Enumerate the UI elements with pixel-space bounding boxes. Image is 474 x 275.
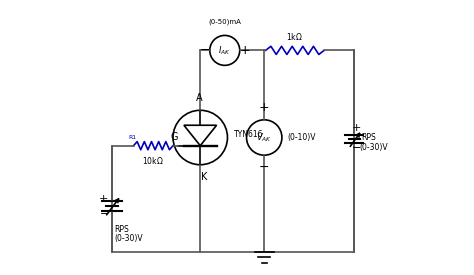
- Text: (0-30)V: (0-30)V: [115, 234, 143, 243]
- Text: (0-50)mA: (0-50)mA: [208, 18, 241, 24]
- Text: $I_{AK}$: $I_{AK}$: [219, 44, 231, 57]
- Text: +: +: [259, 101, 270, 114]
- Text: K: K: [201, 172, 208, 182]
- Text: −: −: [352, 143, 362, 153]
- Text: TYN616: TYN616: [234, 130, 264, 139]
- Text: −: −: [259, 161, 270, 174]
- Text: RPS: RPS: [115, 225, 129, 233]
- Text: −: −: [100, 209, 109, 219]
- Text: +: +: [239, 44, 250, 57]
- Text: A: A: [196, 94, 202, 103]
- Text: (0-10)V: (0-10)V: [287, 133, 316, 142]
- Text: RPS: RPS: [361, 133, 375, 142]
- Text: R1: R1: [128, 135, 136, 140]
- Text: (0-30)V: (0-30)V: [359, 143, 388, 152]
- Text: 1k$\Omega$: 1k$\Omega$: [286, 31, 303, 42]
- Text: $V_{AK}$: $V_{AK}$: [256, 131, 272, 144]
- Text: G: G: [171, 131, 178, 142]
- Text: +: +: [352, 123, 362, 133]
- Text: −: −: [200, 44, 210, 57]
- Text: +: +: [99, 194, 108, 204]
- Text: 10k$\Omega$: 10k$\Omega$: [143, 155, 164, 166]
